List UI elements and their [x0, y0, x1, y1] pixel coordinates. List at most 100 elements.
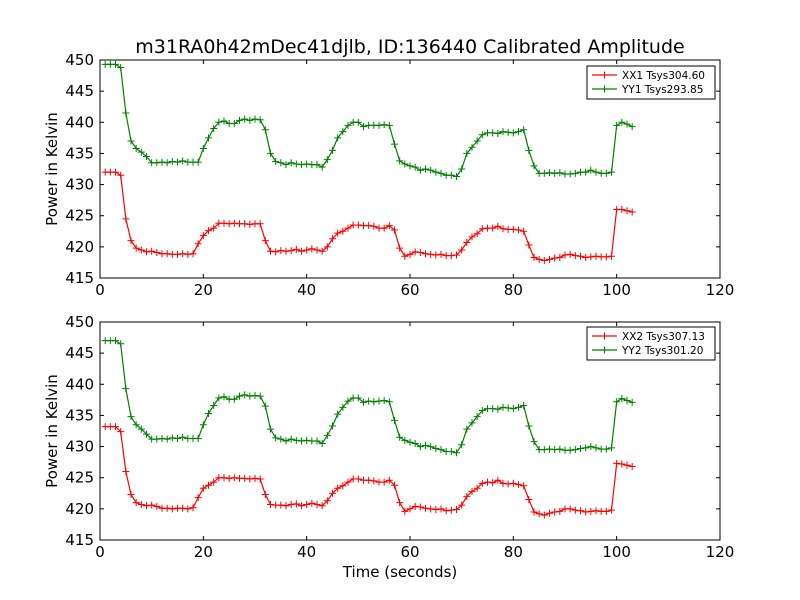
data-point: [427, 505, 435, 513]
data-point: [292, 500, 300, 508]
data-point: [385, 476, 393, 484]
data-point: [540, 257, 548, 265]
data-point: [184, 250, 192, 258]
data-point: [458, 165, 466, 173]
data-point: [489, 224, 497, 232]
data-point: [422, 504, 429, 512]
data-point: [334, 484, 342, 492]
data-point: [411, 163, 419, 171]
data-point: [282, 247, 290, 255]
data-point: [256, 475, 264, 483]
data-point: [577, 507, 584, 515]
data-point: [143, 430, 150, 438]
legend: XX1 Tsys304.60 YY1 Tsys293.85: [586, 65, 716, 100]
data-point: [385, 398, 393, 406]
y-tick-label: 440: [65, 113, 94, 131]
data-point: [566, 170, 574, 178]
data-point: [618, 205, 626, 213]
data-point: [318, 163, 326, 171]
data-point: [318, 439, 326, 447]
data-point: [458, 246, 466, 254]
data-point: [241, 220, 249, 228]
data-point: [132, 144, 140, 152]
data-point: [432, 168, 440, 176]
data-point: [463, 149, 471, 157]
data-point: [463, 492, 471, 500]
x-tick-label: 40: [297, 543, 316, 561]
data-point: [571, 252, 579, 260]
legend-label: XX1 Tsys304.60: [622, 70, 705, 82]
data-point: [292, 245, 300, 253]
data-point: [329, 422, 336, 430]
data-point: [230, 120, 238, 128]
data-point: [168, 158, 176, 166]
data-point: [478, 131, 486, 139]
data-point: [261, 126, 269, 134]
data-point: [396, 244, 404, 252]
data-point: [282, 161, 290, 169]
data-point: [447, 171, 455, 179]
data-point: [205, 134, 212, 142]
data-point: [592, 168, 600, 176]
data-point: [168, 434, 176, 442]
data-point: [308, 499, 316, 507]
data-point: [396, 157, 404, 165]
data-point: [515, 128, 522, 136]
data-point: [556, 445, 564, 453]
data-point: [546, 169, 553, 177]
data-point: [602, 445, 610, 453]
x-tick-label: 100: [602, 543, 631, 561]
data-point: [210, 478, 218, 486]
data-point: [298, 437, 305, 445]
data-point: [551, 446, 559, 454]
data-point: [261, 237, 269, 245]
data-point: [396, 433, 404, 441]
data-point: [241, 474, 249, 482]
data-point: [277, 247, 285, 255]
data-point: [272, 434, 280, 442]
x-tick-label: 60: [400, 281, 419, 299]
data-point: [210, 224, 218, 232]
data-point: [174, 158, 181, 166]
y-tick-label: 440: [65, 375, 94, 393]
data-point: [370, 477, 378, 485]
data-point: [623, 120, 631, 128]
data-point: [478, 406, 486, 414]
data-point: [473, 230, 481, 238]
data-point: [427, 443, 435, 451]
x-tick-label: 120: [706, 543, 735, 561]
data-point: [179, 504, 187, 512]
data-point: [416, 443, 424, 451]
data-point: [613, 121, 621, 129]
data-point: [112, 168, 119, 176]
data-point: [571, 506, 579, 514]
x-tick-label: 20: [194, 543, 213, 561]
data-point: [566, 505, 574, 513]
data-point: [220, 219, 228, 227]
data-point: [582, 168, 590, 176]
data-point: [577, 444, 584, 452]
data-point: [494, 476, 502, 484]
data-point: [458, 501, 466, 509]
data-point: [277, 435, 285, 443]
data-point: [592, 252, 600, 260]
data-point: [525, 496, 533, 504]
data-point: [313, 500, 321, 508]
data-point: [504, 480, 512, 488]
data-point: [148, 247, 156, 255]
data-point: [153, 248, 161, 256]
data-point: [525, 146, 533, 154]
data-point: [246, 475, 254, 483]
data-point: [618, 460, 626, 468]
x-tick-label: 20: [194, 281, 213, 299]
data-point: [489, 405, 497, 413]
data-point: [132, 421, 140, 429]
data-point: [375, 397, 383, 405]
data-point: [613, 459, 621, 467]
x-tick-label: 120: [706, 281, 735, 299]
data-point: [174, 434, 181, 442]
data-point: [313, 246, 321, 254]
data-point: [360, 123, 367, 131]
data-point: [199, 484, 207, 492]
y-tick-label: 425: [65, 207, 94, 225]
